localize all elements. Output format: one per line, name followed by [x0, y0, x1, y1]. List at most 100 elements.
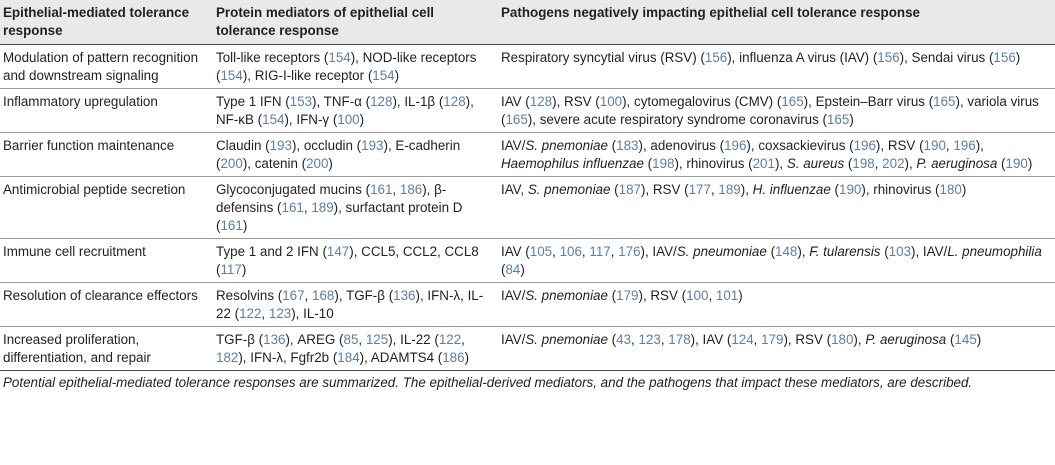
- reference-link[interactable]: 106: [559, 244, 582, 259]
- reference-link[interactable]: 196: [953, 138, 976, 153]
- reference-link[interactable]: 122: [239, 306, 262, 321]
- reference-link[interactable]: 165: [781, 94, 804, 109]
- reference-link[interactable]: 178: [668, 332, 691, 347]
- reference-link[interactable]: 105: [529, 244, 553, 259]
- reference-link[interactable]: 186: [442, 350, 465, 365]
- reference-link[interactable]: 190: [923, 138, 946, 153]
- reference-link[interactable]: 145: [954, 332, 977, 347]
- reference-link[interactable]: 202: [882, 156, 905, 171]
- reference-link[interactable]: 183: [616, 138, 639, 153]
- reference-link[interactable]: 156: [877, 50, 900, 65]
- reference-link[interactable]: 122: [438, 332, 462, 347]
- cell-text: ), RIG-I-like receptor (: [242, 68, 373, 83]
- cell-text: IAV (: [501, 94, 530, 109]
- reference-link[interactable]: 147: [326, 244, 350, 259]
- reference-link[interactable]: 154: [262, 112, 285, 127]
- reference-link[interactable]: 154: [328, 50, 351, 65]
- reference-link[interactable]: 100: [337, 112, 360, 127]
- reference-link[interactable]: 198: [852, 156, 875, 171]
- header-pathogens: Pathogens negatively impacting epithelia…: [497, 0, 1055, 45]
- reference-link[interactable]: 168: [312, 288, 335, 303]
- reference-link[interactable]: 161: [281, 200, 304, 215]
- cell-text: (: [946, 332, 955, 347]
- cell-text: ), IFN-λ, IL-22 (: [216, 288, 484, 321]
- table-row: Inflammatory upregulation Type 1 IFN (153…: [0, 88, 1055, 133]
- reference-link[interactable]: 184: [337, 350, 360, 365]
- species-name: S. aureus: [786, 156, 845, 171]
- reference-link[interactable]: 187: [618, 182, 641, 197]
- cell-text: ,: [753, 332, 762, 347]
- reference-link[interactable]: 128: [370, 94, 393, 109]
- reference-link[interactable]: 153: [289, 94, 313, 109]
- reference-link[interactable]: 196: [853, 138, 876, 153]
- reference-link[interactable]: 190: [839, 182, 862, 197]
- reference-link[interactable]: 136: [393, 288, 416, 303]
- reference-link[interactable]: 182: [216, 350, 239, 365]
- reference-link[interactable]: 186: [399, 182, 423, 197]
- reference-link[interactable]: 117: [589, 244, 611, 259]
- reference-link[interactable]: 103: [888, 244, 912, 259]
- reference-link[interactable]: 165: [826, 112, 850, 127]
- reference-link[interactable]: 180: [939, 182, 962, 197]
- cell-text: ), surfactant protein D (: [216, 200, 463, 233]
- reference-link[interactable]: 43: [616, 332, 632, 347]
- cell-text: (: [607, 288, 617, 303]
- cell-text: ), catenin (: [242, 156, 307, 171]
- reference-link[interactable]: 196: [724, 138, 747, 153]
- cell-mediators: Glycoconjugated mucins (161, 186), β-def…: [212, 176, 497, 239]
- cell-text: ), RSV (: [638, 288, 687, 303]
- reference-link[interactable]: 176: [618, 244, 641, 259]
- reference-link[interactable]: 198: [652, 156, 675, 171]
- reference-link[interactable]: 161: [220, 218, 243, 233]
- cell-text: IAV,: [501, 182, 528, 197]
- species-name: L. pneumophilia: [947, 244, 1042, 259]
- reference-link[interactable]: 100: [599, 94, 623, 109]
- reference-link[interactable]: 128: [529, 94, 553, 109]
- reference-link[interactable]: 193: [361, 138, 384, 153]
- reference-link[interactable]: 200: [306, 156, 329, 171]
- reference-link[interactable]: 165: [505, 112, 528, 127]
- reference-link[interactable]: 125: [365, 332, 389, 347]
- reference-link[interactable]: 148: [775, 244, 798, 259]
- reference-link[interactable]: 156: [704, 50, 728, 65]
- reference-link[interactable]: 154: [372, 68, 395, 83]
- reference-link[interactable]: 154: [220, 68, 243, 83]
- cell-response: Antimicrobial peptide secretion: [0, 176, 212, 239]
- reference-link[interactable]: 124: [731, 332, 754, 347]
- reference-link[interactable]: 201: [752, 156, 775, 171]
- reference-link[interactable]: 85: [343, 332, 359, 347]
- reference-link[interactable]: 101: [715, 288, 739, 303]
- reference-link[interactable]: 190: [1005, 156, 1028, 171]
- reference-link[interactable]: 179: [761, 332, 784, 347]
- reference-link[interactable]: 156: [993, 50, 1016, 65]
- reference-link[interactable]: 123: [638, 332, 661, 347]
- reference-link[interactable]: 161: [370, 182, 393, 197]
- reference-link[interactable]: 177: [688, 182, 711, 197]
- reference-link[interactable]: 189: [718, 182, 741, 197]
- reference-link[interactable]: 128: [443, 94, 466, 109]
- cell-text: ): [241, 262, 247, 277]
- reference-link[interactable]: 179: [616, 288, 639, 303]
- reference-link[interactable]: 165: [933, 94, 956, 109]
- reference-link[interactable]: 84: [505, 262, 521, 277]
- cell-text: (: [880, 244, 889, 259]
- reference-link[interactable]: 123: [268, 306, 292, 321]
- cell-text: ), TGF-β (: [334, 288, 394, 303]
- cell-text: Respiratory syncytial virus (RSV) (: [501, 50, 705, 65]
- reference-link[interactable]: 189: [311, 200, 334, 215]
- reference-link[interactable]: 193: [269, 138, 292, 153]
- reference-link[interactable]: 136: [263, 332, 286, 347]
- reference-link[interactable]: 100: [686, 288, 709, 303]
- reference-link[interactable]: 200: [220, 156, 243, 171]
- reference-link[interactable]: 167: [282, 288, 305, 303]
- reference-link[interactable]: 180: [831, 332, 854, 347]
- cell-text: IAV/: [501, 332, 526, 347]
- cell-text: ): [328, 156, 333, 171]
- reference-link[interactable]: 117: [220, 262, 242, 277]
- cell-text: (: [607, 332, 617, 347]
- cell-text: ), Sendai virus (: [899, 50, 994, 65]
- cell-text: ,: [303, 200, 312, 215]
- cell-text: ), IFN-γ (: [284, 112, 338, 127]
- cell-text: ), RSV (: [640, 182, 689, 197]
